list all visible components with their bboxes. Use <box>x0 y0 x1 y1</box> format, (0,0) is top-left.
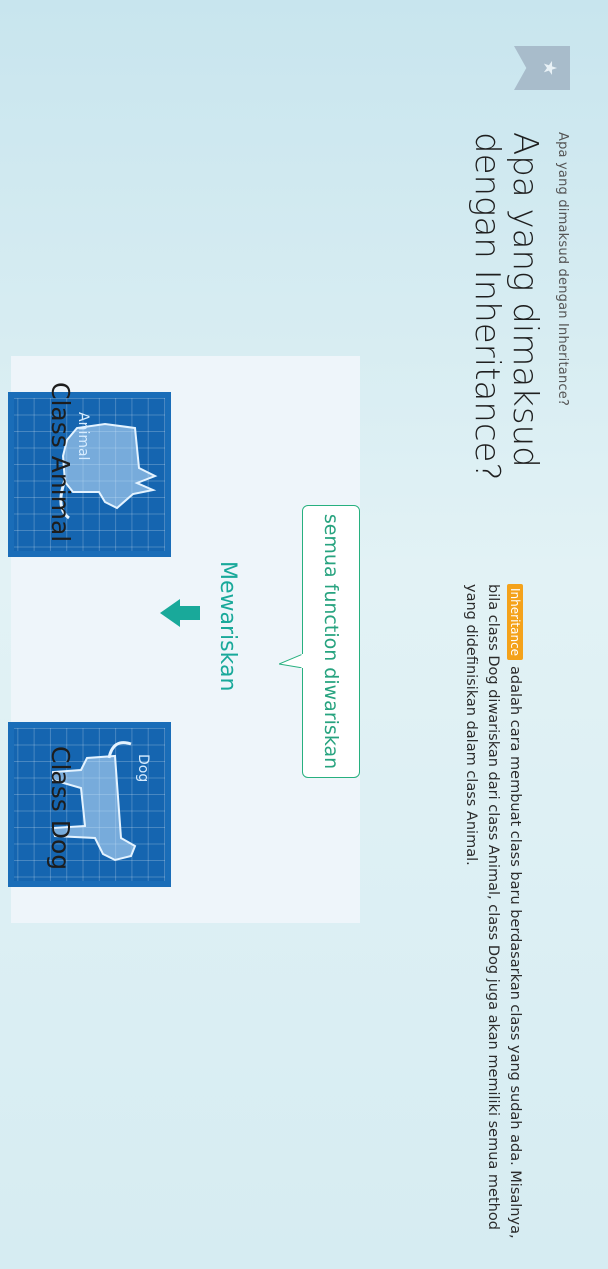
child-class-label: Class Dog <box>46 746 75 871</box>
bookmark-button[interactable]: ★ <box>514 46 570 90</box>
description: Inheritanceadalah cara membuat class bar… <box>460 584 526 1239</box>
inheritance-diagram: semua function diwariskan Animal Class A… <box>8 356 360 923</box>
bubble-tail <box>279 654 303 668</box>
page-title: Apa yang dimaksud dengan Inheritance? <box>467 132 545 481</box>
card-label-animal: Animal <box>75 412 91 461</box>
bubble-text: semua function diwariskan <box>320 513 342 770</box>
keyword-badge: Inheritance <box>507 584 523 661</box>
parent-class-label: Class Animal <box>46 382 75 543</box>
card-label-dog: Dog <box>135 754 151 783</box>
dog-icon <box>51 741 137 862</box>
dog-card: Dog <box>8 722 171 887</box>
animal-card: Animal <box>8 392 171 557</box>
star-icon: ★ <box>539 59 560 77</box>
inherit-label: Mewariskan <box>215 561 240 692</box>
speech-bubble: semua function diwariskan <box>302 505 360 778</box>
description-text: adalah cara membuat class baru berdasark… <box>463 584 523 1239</box>
arrow-down-icon <box>160 599 200 627</box>
cat-icon <box>59 422 158 520</box>
breadcrumb: Apa yang dimaksud dengan Inheritance? <box>555 132 570 407</box>
